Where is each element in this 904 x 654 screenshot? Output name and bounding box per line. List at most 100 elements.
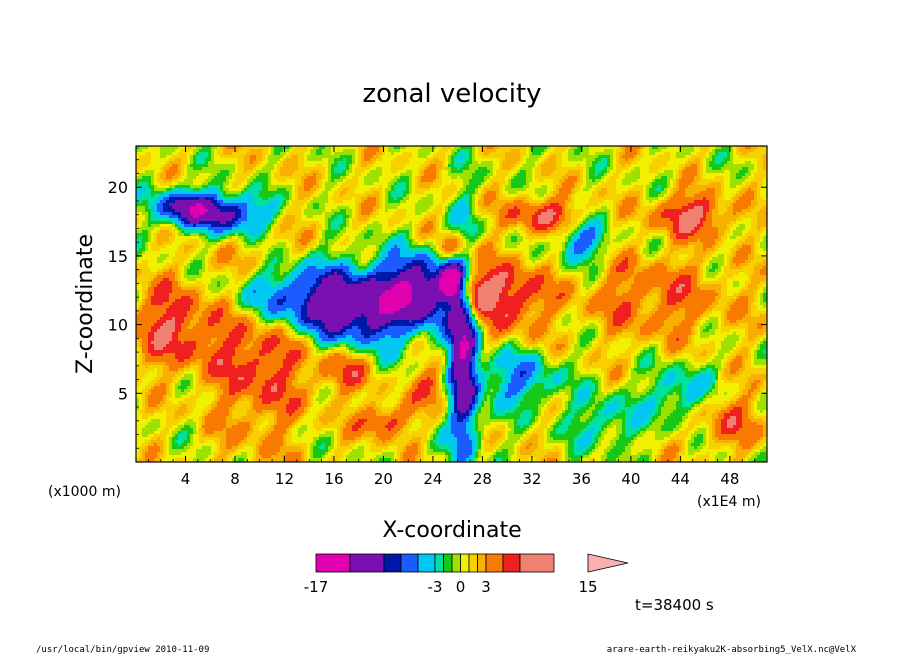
- heatmap-cell: [658, 188, 662, 192]
- heatmap-cell: [628, 200, 632, 204]
- heatmap-cell: [712, 203, 716, 207]
- heatmap-cell: [574, 197, 578, 201]
- heatmap-cell: [727, 173, 731, 177]
- heatmap-cell: [457, 197, 461, 201]
- heatmap-cell: [706, 212, 710, 216]
- heatmap-cell: [733, 161, 737, 165]
- heatmap-cell: [460, 155, 464, 159]
- heatmap-cell: [373, 158, 377, 162]
- heatmap-cell: [418, 158, 422, 162]
- heatmap-cell: [634, 188, 638, 192]
- heatmap-cell: [493, 215, 497, 219]
- heatmap-cell: [628, 146, 632, 150]
- heatmap-cell: [379, 167, 383, 171]
- heatmap-cell: [391, 152, 395, 156]
- heatmap-cell: [535, 152, 539, 156]
- heatmap-cell: [652, 200, 656, 204]
- heatmap-cell: [295, 203, 299, 207]
- heatmap-cell: [691, 149, 695, 153]
- heatmap-cell: [754, 155, 758, 159]
- heatmap-cell: [202, 209, 206, 213]
- heatmap-cell: [643, 152, 647, 156]
- heatmap-cell: [367, 152, 371, 156]
- heatmap-cell: [601, 206, 605, 210]
- heatmap-cell: [415, 149, 419, 153]
- heatmap-cell: [646, 188, 650, 192]
- heatmap-cell: [673, 191, 677, 195]
- heatmap-cell: [616, 209, 620, 213]
- heatmap-cell: [547, 212, 551, 216]
- heatmap-cell: [325, 209, 329, 213]
- heatmap-cell: [256, 173, 260, 177]
- heatmap-cell: [418, 170, 422, 174]
- heatmap-cell: [205, 146, 209, 150]
- heatmap-cell: [625, 191, 629, 195]
- heatmap-cell: [640, 188, 644, 192]
- heatmap-cell: [547, 215, 551, 219]
- heatmap-cell: [685, 152, 689, 156]
- heatmap-cell: [355, 185, 359, 189]
- heatmap-cell: [541, 215, 545, 219]
- heatmap-cell: [604, 200, 608, 204]
- heatmap-cell: [643, 176, 647, 180]
- heatmap-cell: [406, 164, 410, 168]
- heatmap-cell: [265, 164, 269, 168]
- heatmap-cell: [322, 209, 326, 213]
- heatmap-cell: [481, 152, 485, 156]
- heatmap-cell: [382, 203, 386, 207]
- heatmap-cell: [460, 146, 464, 150]
- heatmap-field: [136, 146, 767, 462]
- heatmap-cell: [139, 215, 143, 219]
- heatmap-cell: [220, 185, 224, 189]
- heatmap-cell: [556, 212, 560, 216]
- heatmap-cell: [718, 161, 722, 165]
- heatmap-cell: [394, 200, 398, 204]
- heatmap-cell: [301, 212, 305, 216]
- heatmap-cell: [466, 188, 470, 192]
- heatmap-cell: [637, 146, 641, 150]
- heatmap-cell: [688, 203, 692, 207]
- heatmap-cell: [250, 176, 254, 180]
- heatmap-cell: [388, 170, 392, 174]
- heatmap-cell: [652, 182, 656, 186]
- heatmap-cell: [610, 164, 614, 168]
- heatmap-cell: [718, 170, 722, 174]
- heatmap-cell: [484, 191, 488, 195]
- heatmap-cell: [415, 197, 419, 201]
- heatmap-cell: [340, 164, 344, 168]
- heatmap-cell: [748, 170, 752, 174]
- heatmap-cell: [625, 212, 629, 216]
- heatmap-cell: [649, 185, 653, 189]
- heatmap-cell: [574, 191, 578, 195]
- heatmap-cell: [373, 212, 377, 216]
- heatmap-cell: [526, 206, 530, 210]
- heatmap-cell: [727, 182, 731, 186]
- heatmap-cell: [157, 173, 161, 177]
- heatmap-cell: [184, 161, 188, 165]
- heatmap-cell: [484, 170, 488, 174]
- heatmap-cell: [415, 155, 419, 159]
- heatmap-cell: [379, 179, 383, 183]
- heatmap-cell: [460, 176, 464, 180]
- heatmap-cell: [265, 155, 269, 159]
- heatmap-cell: [631, 167, 635, 171]
- heatmap-cell: [610, 155, 614, 159]
- heatmap-cell: [310, 206, 314, 210]
- heatmap-cell: [724, 182, 728, 186]
- heatmap-cell: [256, 179, 260, 183]
- heatmap-cell: [316, 182, 320, 186]
- heatmap-cell: [415, 200, 419, 204]
- heatmap-cell: [613, 209, 617, 213]
- heatmap-cell: [325, 155, 329, 159]
- heatmap-cell: [250, 191, 254, 195]
- heatmap-cell: [418, 149, 422, 153]
- heatmap-cell: [751, 155, 755, 159]
- heatmap-cell: [535, 185, 539, 189]
- heatmap-cell: [748, 176, 752, 180]
- heatmap-cell: [205, 167, 209, 171]
- heatmap-cell: [442, 203, 446, 207]
- heatmap-cell: [289, 161, 293, 165]
- heatmap-cell: [427, 200, 431, 204]
- heatmap-cell: [439, 161, 443, 165]
- heatmap-cell: [673, 146, 677, 150]
